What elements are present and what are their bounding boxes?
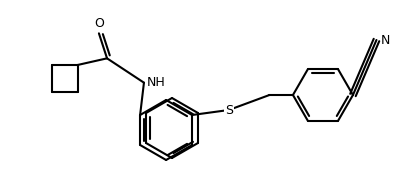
Text: O: O [94,17,104,30]
Text: S: S [224,103,232,117]
Text: N: N [379,33,389,46]
Text: NH: NH [147,76,165,89]
